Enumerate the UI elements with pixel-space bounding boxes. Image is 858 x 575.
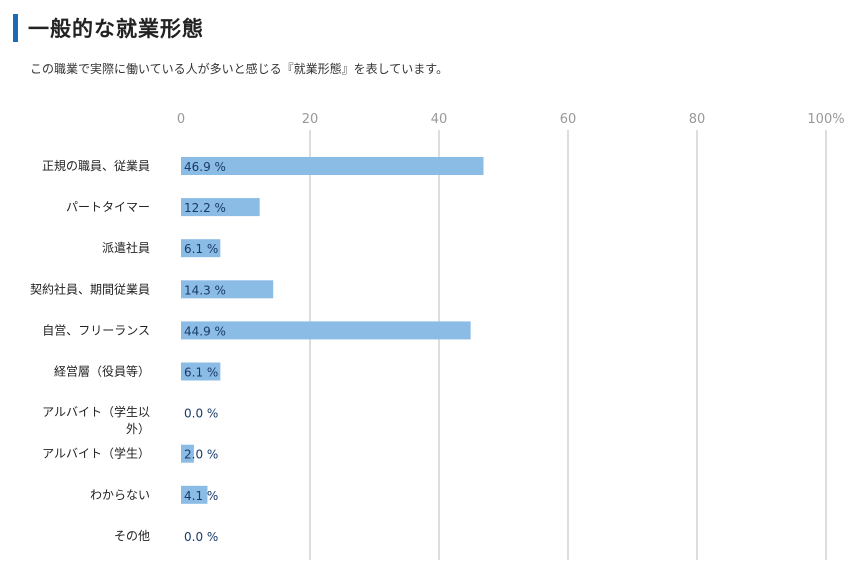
section-description: この職業で実際に働いている人が多いと感じる『就業形態』を表しています。 <box>30 62 449 76</box>
page-title: 一般的な就業形態 <box>28 17 204 41</box>
x-tick-label: 0 <box>177 112 185 127</box>
category-label: わからない <box>90 488 150 502</box>
category-label: 自営、フリーランス <box>42 323 150 337</box>
data-label: 4.1 % <box>184 489 218 503</box>
data-label: 44.9 % <box>184 324 226 338</box>
category-label: 派遣社員 <box>102 240 150 255</box>
bar <box>181 280 274 299</box>
category-label: パートタイマー <box>66 200 150 214</box>
x-tick-label: 80 <box>689 112 706 127</box>
bar <box>181 444 194 463</box>
category-label: アルバイト（学生） <box>42 446 150 461</box>
data-label: 0.0 % <box>184 407 218 421</box>
category-label: 契約社員、期間従業員 <box>30 281 150 296</box>
category-label: 外） <box>126 422 150 436</box>
data-label: 6.1 % <box>184 242 218 256</box>
bar <box>181 321 471 340</box>
data-label: 14.3 % <box>184 283 226 297</box>
bar <box>181 157 484 175</box>
section-title: 一般的な就業形態 <box>13 13 204 43</box>
category-label: 正規の職員、従業員 <box>42 158 150 173</box>
x-tick-label: 40 <box>431 112 448 127</box>
data-label: 0.0 % <box>184 530 218 544</box>
bar <box>181 485 208 504</box>
title-accent-bar <box>13 14 18 42</box>
category-label: その他 <box>114 529 150 543</box>
x-tick-label: 60 <box>560 112 577 127</box>
data-label: 2.0 % <box>184 448 218 462</box>
bar <box>181 239 221 258</box>
data-label: 12.2 % <box>184 201 226 215</box>
data-label: 6.1 % <box>184 366 218 380</box>
bar <box>181 198 260 217</box>
x-tick-label: 20 <box>302 112 319 127</box>
data-label: 46.9 % <box>184 160 226 174</box>
x-tick-label: 100% <box>807 112 844 127</box>
category-label: 経営層（役員等） <box>54 364 150 379</box>
bar <box>181 362 221 381</box>
category-label: アルバイト（学生以 <box>42 404 150 419</box>
